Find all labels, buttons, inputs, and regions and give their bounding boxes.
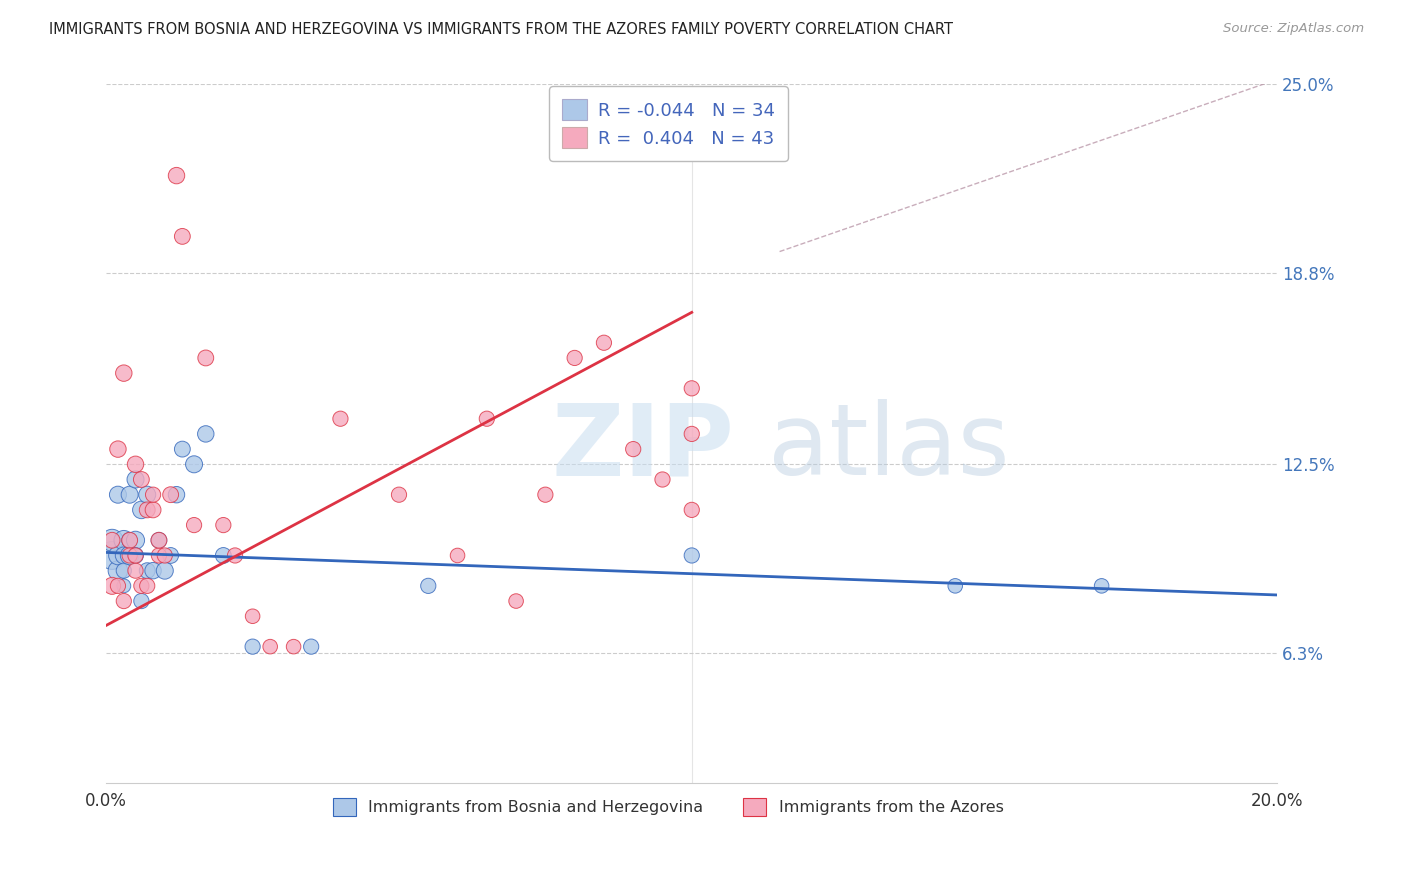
Point bbox=[124, 473, 146, 487]
Text: ZIP: ZIP bbox=[551, 400, 734, 496]
Point bbox=[183, 458, 205, 472]
Point bbox=[131, 473, 153, 487]
Point bbox=[681, 381, 703, 395]
Point bbox=[112, 366, 135, 380]
Point bbox=[118, 533, 141, 548]
Point bbox=[118, 549, 141, 563]
Point bbox=[118, 488, 141, 502]
Point bbox=[172, 229, 194, 244]
Point bbox=[194, 426, 217, 441]
Point bbox=[107, 564, 129, 578]
Point bbox=[194, 351, 217, 365]
Point bbox=[148, 549, 170, 563]
Point bbox=[166, 488, 188, 502]
Point bbox=[124, 549, 146, 563]
Point bbox=[159, 488, 181, 502]
Point bbox=[124, 564, 146, 578]
Point bbox=[124, 533, 146, 548]
Point bbox=[183, 518, 205, 533]
Point bbox=[148, 533, 170, 548]
Point bbox=[118, 533, 141, 548]
Point bbox=[131, 503, 153, 517]
Point bbox=[259, 640, 281, 654]
Point bbox=[564, 351, 586, 365]
Point bbox=[142, 503, 165, 517]
Point bbox=[681, 549, 703, 563]
Point bbox=[621, 442, 644, 456]
Point bbox=[101, 533, 124, 548]
Point bbox=[446, 549, 468, 563]
Point bbox=[107, 442, 129, 456]
Point bbox=[101, 579, 124, 593]
Point bbox=[124, 549, 146, 563]
Point bbox=[118, 549, 141, 563]
Point bbox=[101, 533, 124, 548]
Point bbox=[283, 640, 305, 654]
Point bbox=[224, 549, 246, 563]
Point bbox=[142, 564, 165, 578]
Point bbox=[212, 518, 235, 533]
Point bbox=[505, 594, 527, 608]
Point bbox=[124, 458, 146, 472]
Point bbox=[475, 411, 498, 425]
Point bbox=[112, 549, 135, 563]
Point bbox=[681, 503, 703, 517]
Point bbox=[148, 533, 170, 548]
Point bbox=[943, 579, 966, 593]
Point bbox=[153, 549, 176, 563]
Point bbox=[107, 549, 129, 563]
Point bbox=[651, 473, 673, 487]
Point bbox=[107, 488, 129, 502]
Point bbox=[534, 488, 557, 502]
Point bbox=[388, 488, 411, 502]
Point bbox=[242, 609, 264, 624]
Point bbox=[153, 564, 176, 578]
Point bbox=[112, 579, 135, 593]
Text: atlas: atlas bbox=[768, 400, 1010, 496]
Text: Source: ZipAtlas.com: Source: ZipAtlas.com bbox=[1223, 22, 1364, 36]
Legend: Immigrants from Bosnia and Herzegovina, Immigrants from the Azores: Immigrants from Bosnia and Herzegovina, … bbox=[325, 790, 1011, 824]
Point bbox=[593, 335, 616, 350]
Point bbox=[299, 640, 322, 654]
Point bbox=[142, 488, 165, 502]
Point bbox=[112, 564, 135, 578]
Point bbox=[136, 564, 159, 578]
Point bbox=[112, 594, 135, 608]
Point bbox=[131, 579, 153, 593]
Point bbox=[212, 549, 235, 563]
Point bbox=[136, 579, 159, 593]
Point bbox=[166, 169, 188, 183]
Point bbox=[136, 503, 159, 517]
Point bbox=[681, 426, 703, 441]
Point bbox=[136, 488, 159, 502]
Point bbox=[159, 549, 181, 563]
Point bbox=[172, 442, 194, 456]
Point bbox=[107, 579, 129, 593]
Point bbox=[329, 411, 352, 425]
Point bbox=[1091, 579, 1114, 593]
Point bbox=[418, 579, 440, 593]
Point bbox=[131, 594, 153, 608]
Point bbox=[242, 640, 264, 654]
Point bbox=[101, 549, 124, 563]
Text: IMMIGRANTS FROM BOSNIA AND HERZEGOVINA VS IMMIGRANTS FROM THE AZORES FAMILY POVE: IMMIGRANTS FROM BOSNIA AND HERZEGOVINA V… bbox=[49, 22, 953, 37]
Point bbox=[112, 533, 135, 548]
